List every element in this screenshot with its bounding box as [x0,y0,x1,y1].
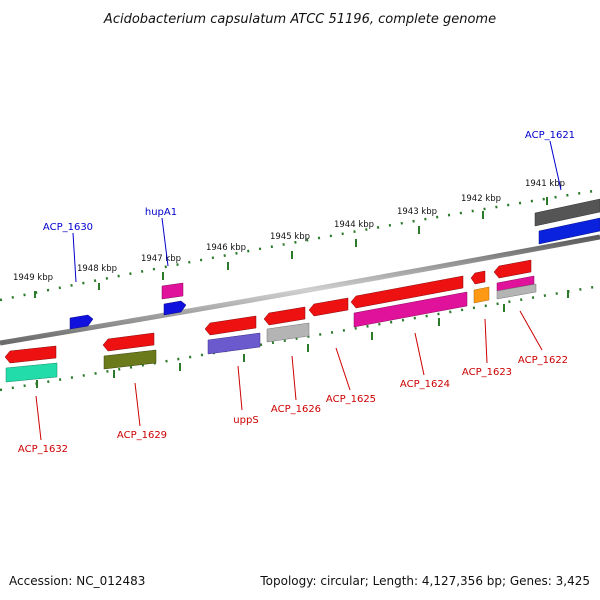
gene-feature [353,291,468,328]
kbp-label-1943: 1943 kbp [397,207,437,217]
gene-feature [473,286,490,304]
kbp-label-1949: 1949 kbp [13,273,53,283]
map-title: Acidobacterium capsulatum ATCC 51196, co… [103,12,496,27]
gene-feature [5,362,58,383]
gene-feature [493,259,532,279]
inner-tick-ring [0,284,600,392]
kbp-label-1944: 1944 kbp [334,220,374,230]
gene-label-hupa1: hupA1 [145,207,177,218]
gene-feature [470,270,486,285]
gene-label-acp-1630: ACP_1630 [43,222,93,233]
kbp-scale-labels: 1949 kbp 1948 kbp 1947 kbp 1946 kbp 1945… [13,179,565,283]
kbp-label-1942: 1942 kbp [461,194,501,204]
kbp-label-1945: 1945 kbp [270,232,310,242]
gene-feature [263,306,306,326]
gene-feature [350,275,464,309]
gene-feature [496,275,535,292]
gene-feature [496,283,537,300]
gene-feature [204,315,257,336]
gene-label-acp-1623: ACP_1623 [462,367,512,378]
kbp-label-1948: 1948 kbp [77,264,117,274]
kbp-label-1947: 1947 kbp [141,254,181,264]
reverse-gene-labels: ACP_1632 ACP_1629 uppS ACP_1626 ACP_1625… [18,355,568,455]
gene-feature [308,297,349,317]
gene-label-acp-1624: ACP_1624 [400,379,450,390]
gene-label-upps: uppS [233,415,258,426]
gene-feature [163,300,187,316]
gene-feature [69,314,94,330]
gene-label-acp-1629: ACP_1629 [117,430,167,441]
major-ticks [34,197,569,388]
outer-tick-ring [0,188,600,302]
gene-feature [266,322,310,343]
gene-feature [161,282,184,300]
topology-text: Topology: circular; Length: 4,127,356 bp… [260,574,590,588]
gene-feature [103,349,157,370]
gene-feature [4,345,57,364]
gene-feature [102,332,155,352]
gene-label-acp-1632: ACP_1632 [18,444,68,455]
accession-text: Accession: NC_012483 [9,574,146,588]
reverse-genes [4,259,537,383]
gene-label-acp-1621: ACP_1621 [525,130,575,141]
forward-genes [69,198,600,330]
gene-label-acp-1625: ACP_1625 [326,394,376,405]
genome-backbone [0,234,600,346]
leader-lines [35,140,562,441]
gene-label-acp-1626: ACP_1626 [271,404,321,415]
gene-label-acp-1622: ACP_1622 [518,355,568,366]
gene-feature [207,332,261,355]
gene-feature [534,198,600,227]
kbp-label-1946: 1946 kbp [206,243,246,253]
forward-gene-labels: ACP_1630 hupA1 ACP_1621 [43,130,575,233]
gene-feature [538,217,600,245]
kbp-label-1941: 1941 kbp [525,179,565,189]
